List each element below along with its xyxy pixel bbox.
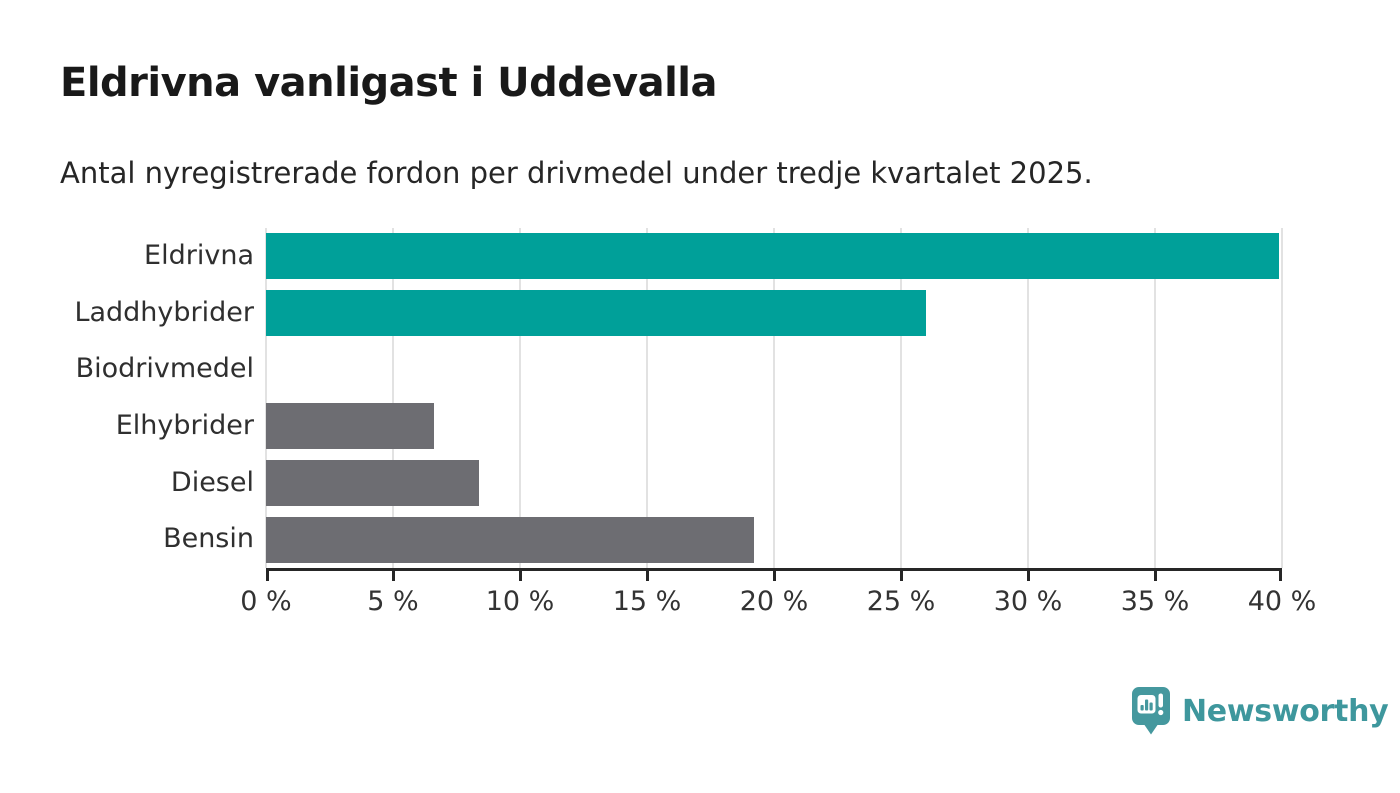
plot-area [265, 228, 1283, 568]
page-subtitle: Antal nyregistrerade fordon per drivmede… [60, 156, 1093, 190]
page-title: Eldrivna vanligast i Uddevalla [60, 60, 718, 106]
newsworthy-logo-text: Newsworthy [1182, 693, 1389, 729]
gridline [1281, 228, 1283, 568]
bar-laddhybrider [266, 290, 927, 336]
x-tick-label: 30 % [993, 586, 1063, 617]
x-tick-label: 5 % [367, 586, 419, 617]
x-axis-tick [899, 571, 903, 581]
x-axis: 0 % 5 % 10 % 15 % 20 % 25 % 30 % 35 % 40 % [240, 568, 1316, 628]
bar-bensin [266, 516, 754, 563]
gridline [519, 228, 521, 568]
x-axis-tick [1279, 571, 1282, 581]
x-tick-label: 25 % [866, 586, 936, 617]
x-axis-tick [772, 571, 776, 581]
gridline [1154, 228, 1156, 568]
bar-eldrivna [266, 233, 1280, 280]
gridline [773, 228, 775, 568]
x-axis-line [266, 568, 1282, 571]
category-axis: Eldrivna Laddhybrider Biodrivmedel Elhybrid… [0, 228, 254, 568]
gridline [1027, 228, 1029, 568]
x-tick-label: 35 % [1120, 586, 1190, 617]
x-axis-tick [391, 571, 395, 581]
x-tick-label: 40 % [1247, 586, 1317, 617]
x-tick-label: 0 % [240, 586, 292, 617]
category-label: Bensin [163, 523, 254, 555]
category-label: Biodrivmedel [75, 353, 254, 385]
x-axis-tick [266, 571, 269, 581]
category-label: Eldrivna [144, 240, 254, 271]
category-label: Elhybrider [115, 410, 254, 441]
gridline [392, 228, 394, 568]
category-label: Diesel [170, 466, 254, 498]
gridline [900, 228, 902, 568]
gridline [646, 228, 648, 568]
newsworthy-speech-bubble-bar-chart-icon [1132, 687, 1170, 735]
bar-elhybrider [266, 403, 434, 450]
bar-diesel [266, 460, 480, 506]
x-axis-tick [518, 571, 522, 581]
x-axis-tick [645, 571, 649, 581]
x-axis-tick [1153, 571, 1157, 581]
x-axis-tick [1026, 571, 1030, 581]
category-label: Laddhybrider [74, 296, 254, 328]
newsworthy-logo: Newsworthy [1131, 686, 1389, 736]
gridline [265, 228, 267, 568]
x-tick-label: 15 % [612, 586, 682, 617]
x-tick-label: 20 % [739, 586, 809, 617]
x-tick-label: 10 % [485, 586, 555, 617]
